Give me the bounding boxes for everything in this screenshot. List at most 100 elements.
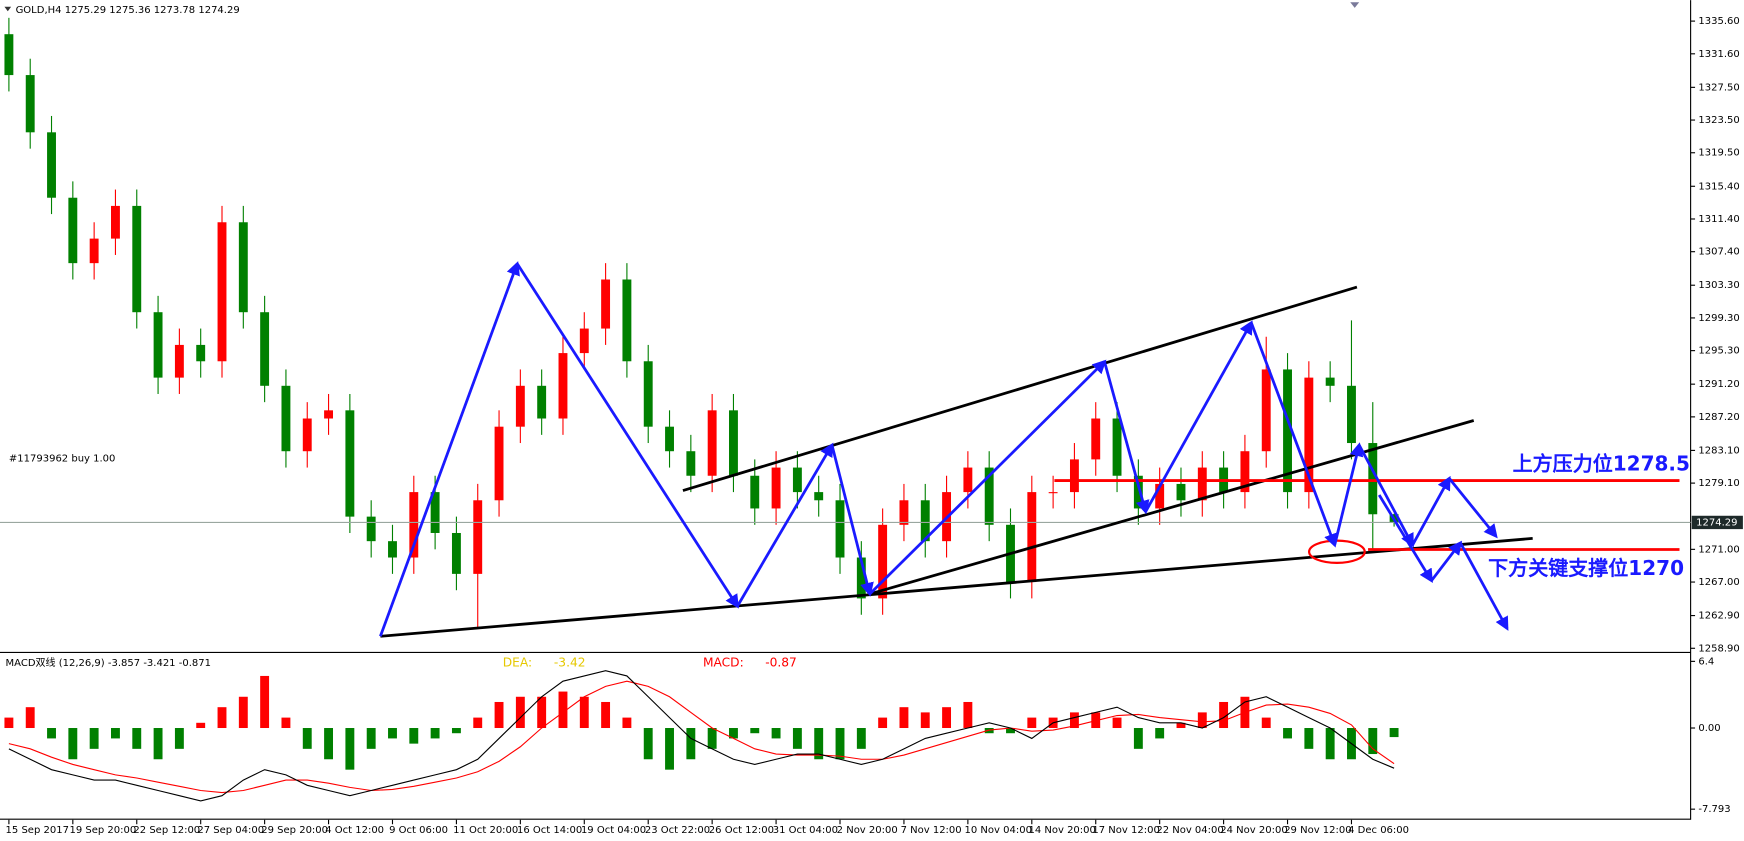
- x-tick-label: 22 Sep 12:00: [133, 825, 200, 836]
- macd-bar: [1304, 728, 1314, 749]
- last-high: 1275.36: [109, 5, 150, 16]
- macd-bar: [388, 728, 397, 739]
- candle-body: [345, 410, 355, 517]
- x-tick-label: 31 Oct 04:00: [773, 825, 838, 836]
- x-tick-label: 29 Sep 20:00: [261, 825, 328, 836]
- candle-body: [25, 75, 35, 133]
- macd-bar: [963, 701, 973, 729]
- candle-body: [473, 500, 483, 574]
- y-tick-label: 1307.40: [1698, 247, 1739, 258]
- macd-bar: [111, 728, 120, 739]
- macd-bar: [686, 728, 696, 760]
- macd-bar: [771, 728, 781, 739]
- x-tick-label: 19 Sep 20:00: [69, 825, 136, 836]
- wave-arrow: [1144, 320, 1253, 513]
- candle-body: [388, 541, 397, 558]
- macd-bar: [302, 728, 312, 749]
- macd-bar: [558, 691, 568, 729]
- wave-arrow: [516, 262, 739, 609]
- macd-bar: [47, 728, 56, 739]
- macd-bar: [324, 728, 334, 760]
- candle-body: [792, 467, 802, 493]
- channel-bottom-line: [869, 419, 1475, 596]
- macd-bar: [494, 701, 504, 729]
- macd-bar: [622, 717, 632, 729]
- candle-body: [238, 222, 248, 313]
- shift-marker: [1350, 2, 1360, 8]
- macd-bar: [899, 707, 909, 729]
- wave-arrow: [1103, 361, 1150, 515]
- x-tick-label: 15 Sep 2017: [6, 825, 69, 836]
- y-tick-label: 1299.30: [1698, 313, 1739, 324]
- macd-bar: [409, 728, 419, 744]
- dea-readout-label: DEA:: [503, 655, 532, 669]
- y-tick-label: 1323.50: [1698, 115, 1739, 126]
- candle-body: [729, 410, 738, 476]
- x-tick-label: 24 Nov 20:00: [1220, 825, 1287, 836]
- candle-body: [814, 492, 824, 501]
- macd-dif-value: -3.857: [108, 658, 140, 669]
- macd-bar: [1112, 717, 1122, 729]
- wave-arrow: [1411, 475, 1451, 546]
- macd-bar: [1155, 728, 1165, 739]
- wave-arrow: [736, 442, 834, 607]
- dea-readout: -3.42: [554, 655, 586, 669]
- candle-body: [494, 426, 504, 501]
- y-tick-label: 1283.10: [1698, 445, 1739, 456]
- macd-bar: [238, 696, 248, 729]
- macd-bar: [430, 728, 440, 739]
- macd-hist-value: -0.871: [179, 658, 211, 669]
- candle-body: [856, 557, 866, 599]
- header-icon: [4, 6, 12, 12]
- macd-bar: [1389, 728, 1399, 738]
- x-tick-label: 22 Nov 04:00: [1156, 825, 1223, 836]
- macd-bar: [878, 717, 888, 729]
- macd-bar: [4, 717, 14, 729]
- macd-dea-line: [8, 680, 1395, 794]
- macd-bar: [1197, 712, 1207, 729]
- y-tick-label: 1295.30: [1698, 346, 1739, 357]
- macd-bar: [643, 728, 653, 760]
- candle-body: [1155, 483, 1165, 509]
- candle-body: [111, 205, 120, 239]
- macd-title: MACD双线 (12,26,9): [6, 656, 105, 669]
- macd-bar: [1069, 712, 1079, 729]
- current-price-label: 1274.29: [1696, 517, 1737, 528]
- wave-arrow: [868, 359, 1107, 595]
- candle-body: [1347, 385, 1356, 444]
- candle-body: [601, 279, 611, 329]
- candle-body: [430, 492, 440, 533]
- macd-bar: [196, 722, 206, 729]
- x-tick-label: 7 Nov 12:00: [901, 825, 962, 836]
- macd-bar: [707, 728, 717, 749]
- macd-dea-value: -3.421: [143, 658, 175, 669]
- candle-body: [89, 238, 99, 264]
- candle-body: [174, 344, 184, 378]
- candle-body: [153, 312, 163, 378]
- macd-bar: [729, 728, 738, 739]
- candle-body: [324, 410, 334, 419]
- macd-bar: [856, 728, 866, 749]
- macd-bar: [281, 717, 291, 729]
- macd-bar: [665, 728, 674, 770]
- candle-body: [665, 426, 674, 452]
- x-tick-label: 4 Oct 12:00: [325, 825, 384, 836]
- macd-bar: [1325, 728, 1335, 760]
- macd-bar: [89, 728, 99, 749]
- candle-body: [878, 524, 888, 599]
- y-tick-label: 1319.50: [1698, 148, 1739, 159]
- candle-body: [920, 500, 930, 542]
- y-tick-label: 1303.30: [1698, 280, 1739, 291]
- macd-y-tick-label: 0.00: [1698, 723, 1720, 734]
- candle-body: [1240, 451, 1250, 493]
- candle-body: [1112, 418, 1122, 476]
- x-tick-label: 9 Oct 06:00: [389, 825, 448, 836]
- candle-body: [899, 500, 909, 525]
- macd-bar: [217, 707, 227, 729]
- candle-body: [281, 385, 291, 452]
- candle-body: [68, 197, 78, 264]
- y-tick-label: 1267.00: [1698, 577, 1739, 588]
- macd-bar: [537, 696, 547, 729]
- candle-body: [686, 451, 696, 476]
